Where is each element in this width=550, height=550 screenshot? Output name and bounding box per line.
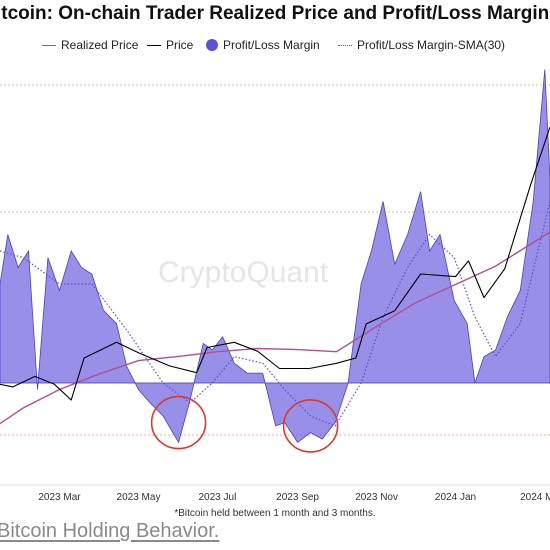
realized-price-line — [0, 231, 550, 425]
legend-item-sma[interactable]: Profit/Loss Margin-SMA(30) — [338, 38, 505, 52]
profit-loss-margin-swatch — [206, 39, 218, 51]
price-line — [0, 126, 550, 401]
annotation-circles — [150, 395, 339, 453]
legend-label-sma: Profit/Loss Margin-SMA(30) — [357, 38, 506, 52]
footnote: *Bitcoin held between 1 month and 3 mont… — [174, 508, 376, 519]
x-tick-label: 2023 Nov — [355, 492, 398, 503]
x-tick-label: 2024 Jan — [435, 492, 476, 503]
legend-item-realized-price[interactable]: Realized Price — [42, 38, 138, 52]
legend-label-price: Price — [166, 38, 194, 52]
x-tick-label: 2023 Jul — [198, 492, 236, 503]
legend-label-realized-price: Realized Price — [61, 38, 139, 52]
sma-swatch — [338, 44, 352, 46]
profit-loss-margin-area — [0, 69, 550, 444]
price-swatch — [147, 44, 161, 46]
x-tick-label: 2023 Mar — [38, 492, 81, 503]
annotation-circle — [282, 399, 339, 453]
x-tick-label: 2023 May — [117, 492, 161, 503]
legend-label-profit-loss-margin: Profit/Loss Margin — [223, 38, 320, 52]
x-axis: 2023 Mar 2023 May 2023 Jul 2023 Sep 2023 Nov… — [0, 484, 550, 503]
x-tick-label: 2023 Sep — [276, 492, 319, 503]
caption-link[interactable]: Bitcoin Holding Behavior. — [0, 520, 220, 542]
realized-price-swatch — [42, 44, 56, 46]
x-tick-label: 2024 Ma — [520, 492, 550, 503]
chart-title: itcoin: On-chain Trader Realized Price a… — [0, 3, 550, 24]
annotation-circle — [150, 395, 207, 450]
watermark: CryptoQuant — [158, 256, 329, 289]
legend-item-profit-loss-margin[interactable]: Profit/Loss Margin — [206, 38, 320, 52]
plot-area — [0, 69, 550, 444]
legend-item-price[interactable]: Price — [147, 38, 193, 52]
